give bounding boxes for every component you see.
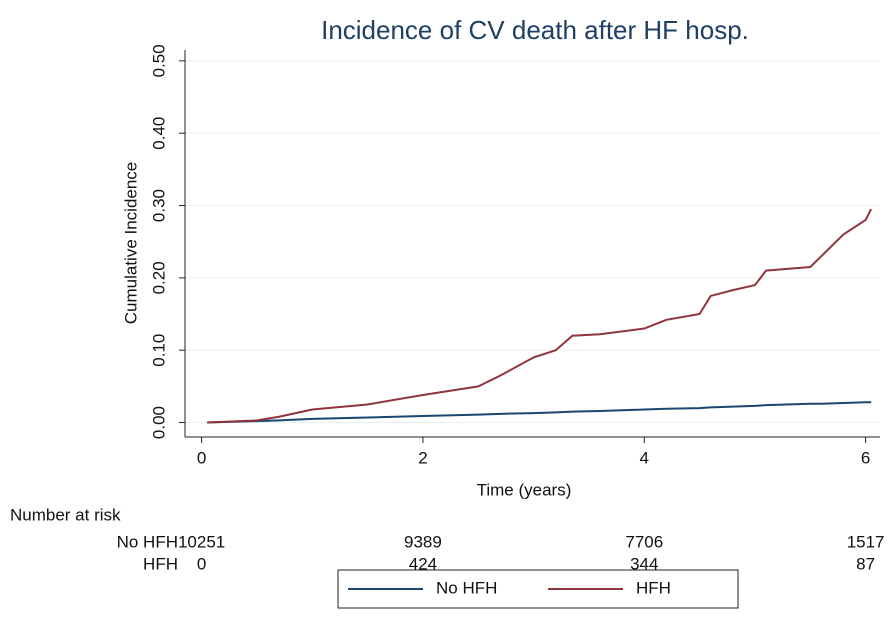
risk-value: 424 xyxy=(409,554,437,573)
risk-value: 7706 xyxy=(625,532,663,551)
plot-area xyxy=(185,50,880,437)
risk-value: 0 xyxy=(197,554,206,573)
y-axis-label: Cumulative Incidence xyxy=(121,162,140,325)
y-tick-label: 0.40 xyxy=(149,117,168,150)
risk-row-name: HFH xyxy=(143,554,178,573)
chart-title: Incidence of CV death after HF hosp. xyxy=(321,15,749,45)
series-line xyxy=(207,208,873,424)
x-axis-label: Time (years) xyxy=(477,480,572,499)
risk-value: 87 xyxy=(856,554,875,573)
x-tick-label: 0 xyxy=(197,448,206,467)
legend-label: HFH xyxy=(636,578,671,597)
risk-row-name: No HFH xyxy=(117,532,178,551)
x-tick-label: 6 xyxy=(861,448,870,467)
risk-value: 344 xyxy=(630,554,658,573)
y-tick-label: 0.50 xyxy=(149,44,168,77)
x-tick-label: 2 xyxy=(418,448,427,467)
risk-value: 1517 xyxy=(847,532,885,551)
y-tick-label: 0.20 xyxy=(149,261,168,294)
x-tick-label: 4 xyxy=(640,448,649,467)
legend-label: No HFH xyxy=(436,578,497,597)
y-tick-label: 0.00 xyxy=(149,406,168,439)
series-line xyxy=(207,401,872,424)
risk-table-title: Number at risk xyxy=(10,505,121,524)
risk-value: 9389 xyxy=(404,532,442,551)
risk-value: 10251 xyxy=(178,532,225,551)
y-tick-label: 0.10 xyxy=(149,334,168,367)
y-tick-label: 0.30 xyxy=(149,189,168,222)
